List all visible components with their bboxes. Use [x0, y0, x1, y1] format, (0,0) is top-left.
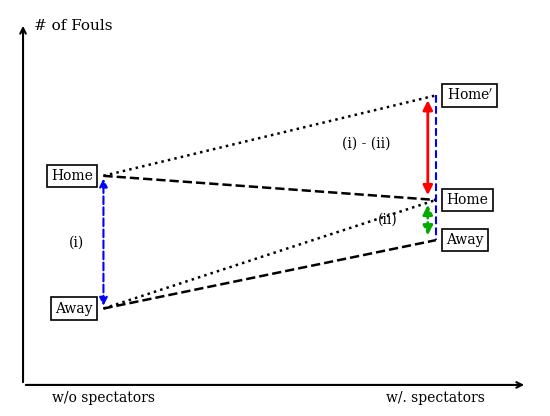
Text: Home$^{\prime}$: Home$^{\prime}$: [447, 88, 493, 103]
Text: (i): (i): [69, 235, 84, 249]
Text: Away: Away: [55, 302, 93, 315]
Text: Home: Home: [447, 193, 488, 207]
Text: w/. spectators: w/. spectators: [387, 391, 485, 405]
Text: w/o spectators: w/o spectators: [52, 391, 155, 405]
Text: Home: Home: [51, 169, 93, 183]
Text: # of Fouls: # of Fouls: [34, 19, 112, 33]
Text: (i) - (ii): (i) - (ii): [342, 137, 390, 151]
Text: (ii): (ii): [378, 213, 398, 227]
Text: Away: Away: [447, 233, 484, 247]
